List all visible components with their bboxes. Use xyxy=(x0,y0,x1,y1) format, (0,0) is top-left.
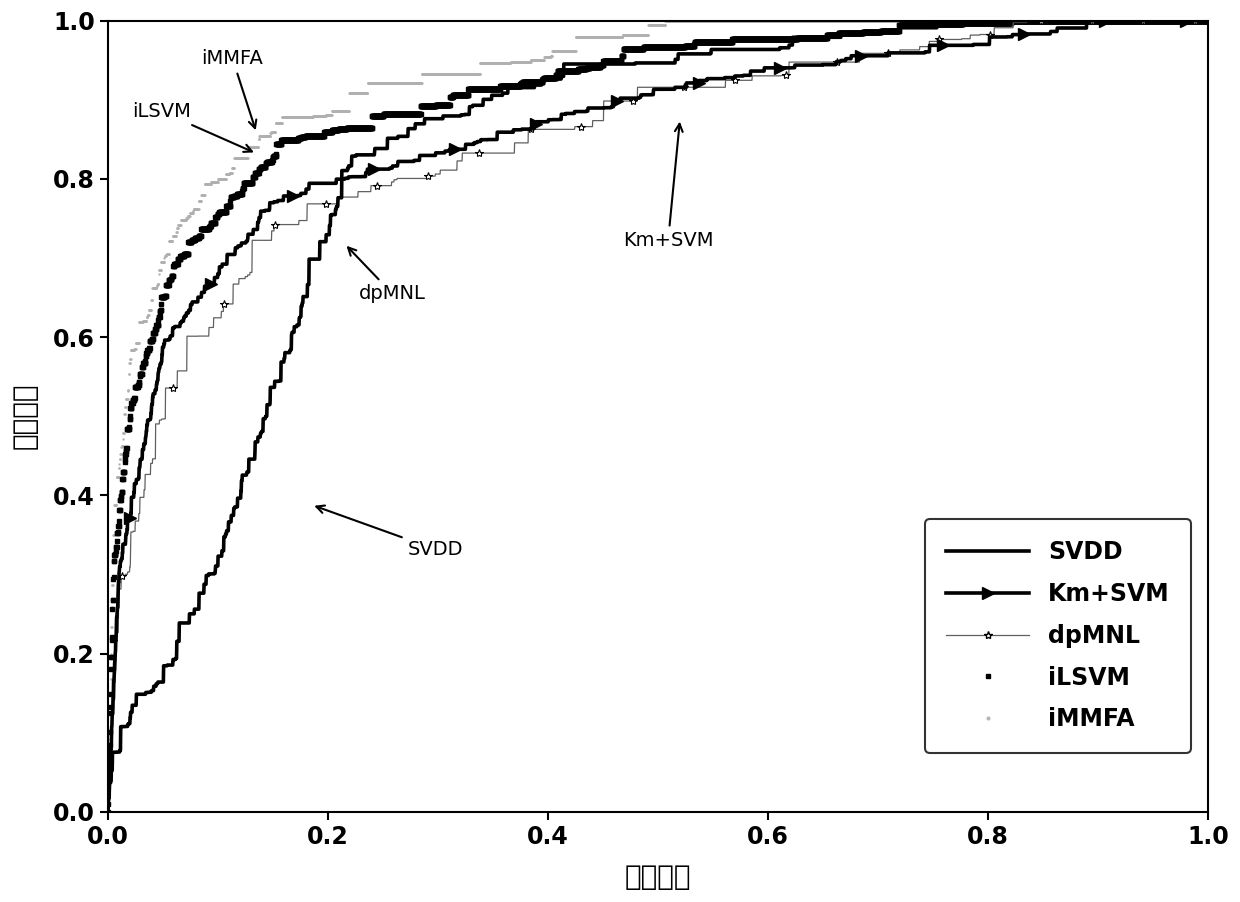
SVDD xyxy=(572,59,587,69)
SVDD xyxy=(1167,15,1182,26)
iLSVM xyxy=(1112,15,1127,26)
iLSVM xyxy=(1004,15,1019,26)
iLSVM xyxy=(100,806,115,817)
Text: iMMFA: iMMFA xyxy=(202,49,263,128)
iMMFA xyxy=(1112,15,1127,26)
iLSVM xyxy=(572,63,587,74)
Km+SVM xyxy=(624,93,639,104)
Km+SVM xyxy=(1112,15,1127,26)
Km+SVM xyxy=(572,106,587,117)
iMMFA xyxy=(624,30,639,41)
SVDD xyxy=(563,59,578,69)
iMMFA xyxy=(572,32,587,42)
Text: Km+SVM: Km+SVM xyxy=(622,124,713,250)
SVDD xyxy=(1112,15,1127,26)
dpMNL xyxy=(100,806,115,817)
iLSVM xyxy=(1200,15,1215,26)
SVDD xyxy=(624,59,639,69)
Line: Km+SVM: Km+SVM xyxy=(108,21,1208,812)
X-axis label: 虚警概率: 虚警概率 xyxy=(625,863,691,891)
Line: SVDD: SVDD xyxy=(108,21,1208,812)
Km+SVM xyxy=(100,806,115,817)
dpMNL xyxy=(1112,15,1127,26)
iMMFA xyxy=(563,45,578,56)
dpMNL xyxy=(563,124,578,134)
SVDD xyxy=(946,15,961,26)
iMMFA xyxy=(1167,15,1182,26)
iMMFA xyxy=(900,15,915,26)
Km+SVM xyxy=(1167,15,1182,26)
SVDD xyxy=(1200,15,1215,26)
dpMNL xyxy=(1019,15,1034,26)
Line: dpMNL: dpMNL xyxy=(108,21,1208,812)
iLSVM xyxy=(1167,15,1182,26)
iLSVM xyxy=(624,44,639,55)
iMMFA xyxy=(658,15,673,26)
Km+SVM xyxy=(1079,15,1094,26)
dpMNL xyxy=(572,121,587,132)
Text: iLSVM: iLSVM xyxy=(133,102,252,152)
Line: iMMFA: iMMFA xyxy=(107,20,1209,813)
dpMNL xyxy=(900,44,915,55)
Text: dpMNL: dpMNL xyxy=(348,247,425,303)
Km+SVM xyxy=(1200,15,1215,26)
SVDD xyxy=(100,806,115,817)
dpMNL xyxy=(1167,15,1182,26)
iLSVM xyxy=(900,20,915,31)
Km+SVM xyxy=(563,108,578,119)
Y-axis label: 检测概率: 检测概率 xyxy=(11,383,40,449)
Line: iLSVM: iLSVM xyxy=(107,19,1209,814)
Km+SVM xyxy=(900,48,915,59)
iLSVM xyxy=(563,66,578,77)
iMMFA xyxy=(100,806,115,817)
iMMFA xyxy=(1200,15,1215,26)
Legend: SVDD, Km+SVM, dpMNL, iLSVM, iMMFA: SVDD, Km+SVM, dpMNL, iLSVM, iMMFA xyxy=(925,520,1190,752)
dpMNL xyxy=(624,96,639,106)
dpMNL xyxy=(1200,15,1215,26)
Text: SVDD: SVDD xyxy=(316,505,463,558)
SVDD xyxy=(900,23,915,33)
